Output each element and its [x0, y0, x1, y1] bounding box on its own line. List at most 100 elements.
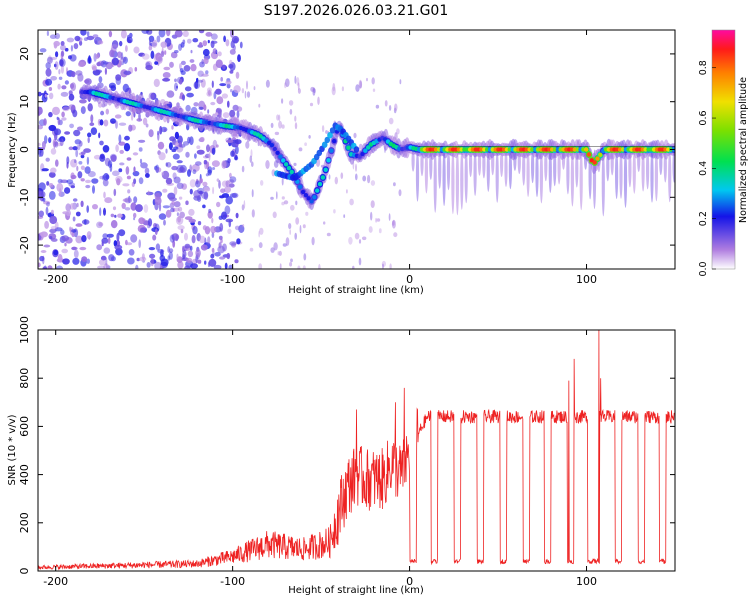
noise-blob [115, 144, 119, 153]
noise-blob [72, 198, 78, 202]
noise-blob [119, 162, 125, 166]
noise-blob [184, 86, 192, 92]
noise-blob [103, 191, 106, 199]
noise-blob [205, 173, 209, 177]
track-smear [566, 149, 570, 195]
noise-blob [190, 63, 197, 72]
noise-blob [171, 165, 178, 171]
noise-blob [370, 180, 376, 186]
noise-blob [54, 61, 59, 70]
noise-blob [147, 190, 150, 196]
noise-blob [118, 229, 126, 237]
snr-y-ticks: 0 200 400 600 800 1000 [18, 316, 675, 575]
noise-blob [220, 188, 226, 193]
track-smear [659, 149, 663, 176]
noise-blob [358, 79, 363, 89]
noise-blob [101, 241, 104, 247]
noise-blob [78, 161, 83, 165]
noise-blob [69, 226, 72, 232]
noise-blob [62, 106, 70, 112]
track-core [298, 184, 303, 189]
noise-blob [43, 244, 51, 248]
noise-blob [119, 149, 124, 154]
noise-blob [219, 256, 226, 260]
noise-blob [50, 148, 57, 155]
noise-blob [47, 265, 53, 269]
x-tick-label: -100 [220, 273, 245, 286]
noise-blob [216, 201, 221, 208]
track-core [584, 147, 589, 152]
noise-blob [241, 165, 245, 173]
noise-blob [171, 125, 174, 130]
spectrogram-x-ticks: -200 -100 0 100 [43, 30, 597, 286]
noise-blob [212, 167, 216, 170]
noise-blob [178, 78, 183, 85]
noise-blob [79, 246, 87, 251]
noise-blob [72, 216, 76, 222]
noise-blob [114, 244, 123, 250]
noise-blob [69, 203, 76, 210]
colorbar-tick-label: 0.4 [698, 161, 709, 176]
noise-blob [73, 43, 79, 50]
noise-blob [186, 257, 193, 264]
noise-blob [184, 265, 191, 269]
snr-y-axis-label: SNR (10 * v/v) [7, 414, 18, 485]
noise-blob [221, 93, 228, 99]
noise-blob [192, 226, 198, 235]
noise-blob [168, 142, 173, 151]
track-smear [672, 149, 675, 183]
noise-blob [48, 87, 53, 91]
track-smear [544, 149, 548, 182]
noise-blob [203, 159, 208, 165]
noise-blob [38, 182, 46, 191]
noise-blob [153, 78, 160, 88]
track-smear [500, 149, 504, 177]
noise-blob [102, 145, 110, 153]
noise-blob [393, 182, 396, 187]
noise-blob [54, 63, 57, 68]
y-tick-label: 600 [18, 416, 31, 437]
noise-blob [294, 75, 297, 84]
track-smear [460, 149, 464, 210]
noise-blob [76, 165, 79, 172]
y-tick-label: 0 [18, 568, 31, 575]
noise-blob [200, 244, 208, 251]
noise-blob [46, 56, 53, 64]
noise-blob [99, 175, 104, 180]
noise-blob [80, 106, 86, 115]
noise-blob [38, 210, 44, 217]
noise-blob [125, 111, 131, 117]
noise-blob [48, 190, 56, 200]
noise-blob [343, 214, 346, 219]
noise-blob [210, 101, 216, 106]
noise-blob [122, 56, 128, 64]
noise-blob [309, 102, 314, 107]
noise-blob [182, 30, 189, 37]
noise-blob [354, 232, 360, 240]
noise-blob [162, 188, 168, 193]
noise-blob [138, 139, 146, 143]
track-smear [420, 149, 424, 177]
noise-blob [234, 156, 239, 161]
noise-blob [84, 78, 92, 85]
noise-blob [187, 38, 192, 44]
noise-blob [103, 119, 109, 127]
noise-blob [222, 243, 227, 252]
noise-blob [215, 59, 223, 68]
track-smear [637, 149, 641, 172]
noise-blob [246, 91, 251, 98]
noise-blob [118, 168, 123, 173]
noise-blob [223, 35, 227, 43]
noise-blob [98, 40, 104, 45]
noise-blob [114, 114, 122, 119]
noise-blob [172, 239, 176, 248]
noise-blob [154, 261, 162, 269]
noise-blob [41, 168, 49, 172]
track-core [598, 152, 603, 157]
noise-blob [210, 253, 215, 259]
noise-blob [283, 200, 289, 205]
noise-blob [393, 232, 398, 238]
noise-blob [98, 259, 106, 266]
